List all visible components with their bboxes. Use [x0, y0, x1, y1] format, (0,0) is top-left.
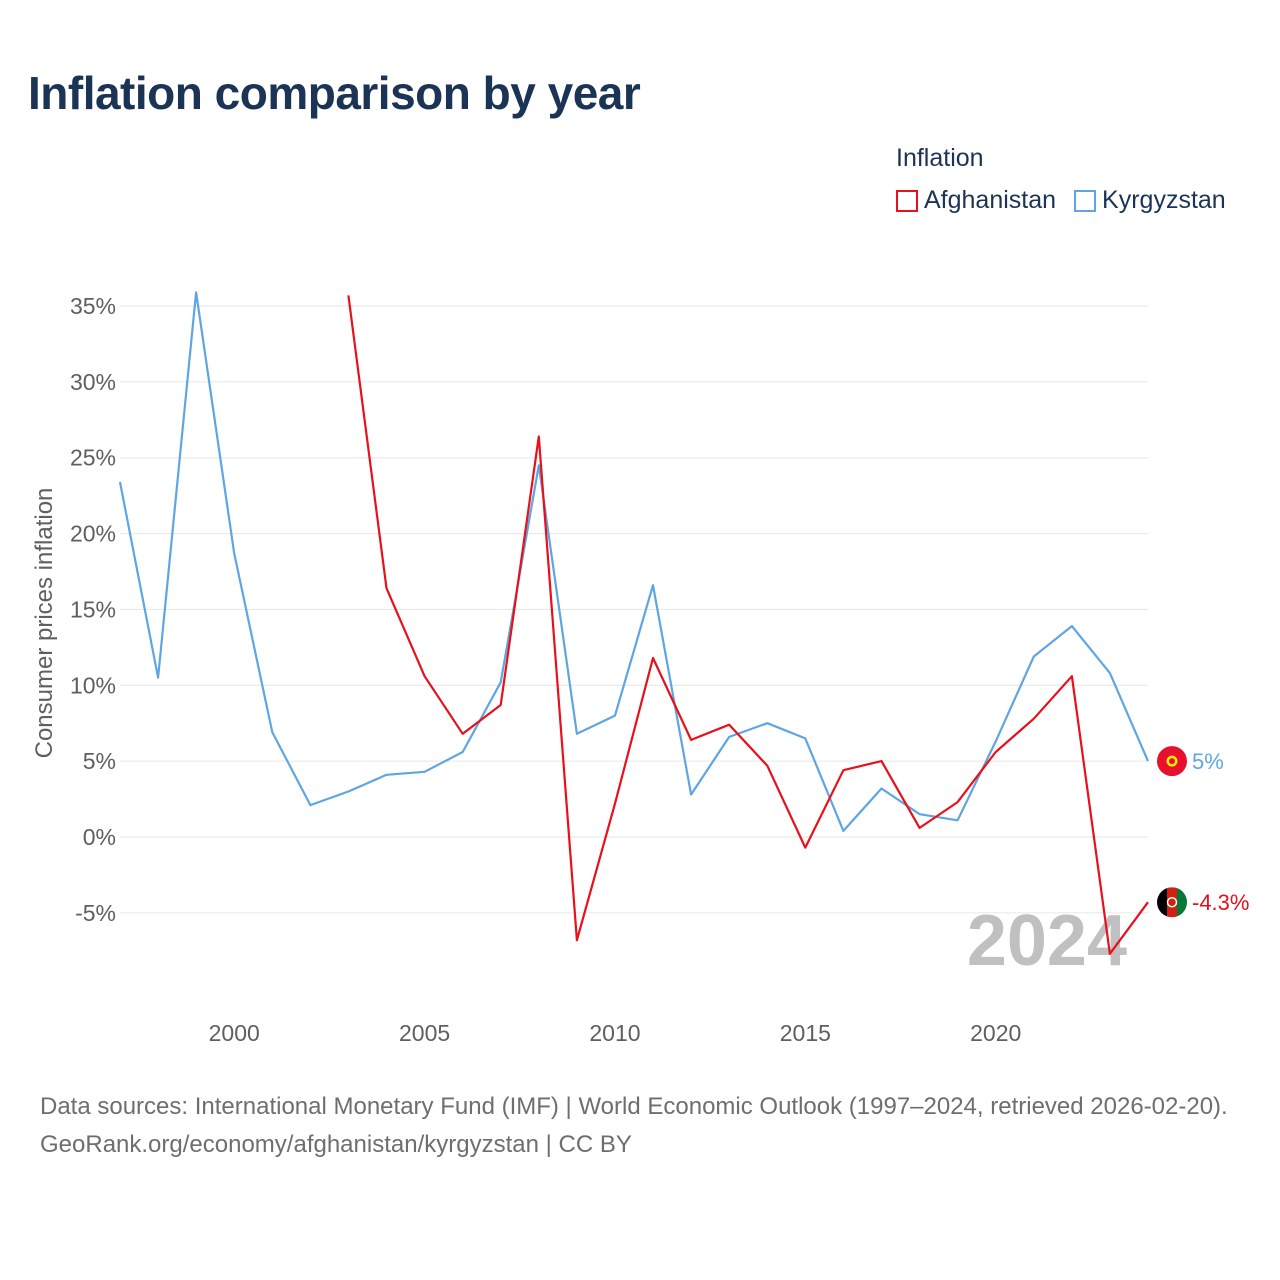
legend-title: Inflation [896, 144, 984, 172]
data-point-kyrgyzstan[interactable] [1144, 757, 1152, 765]
data-point-afghanistan[interactable] [1030, 715, 1038, 723]
gridlines [120, 305, 1148, 914]
data-point-kyrgyzstan[interactable] [1068, 622, 1076, 630]
data-point-kyrgyzstan[interactable] [725, 733, 733, 741]
legend-item-afghanistan[interactable]: Afghanistan [896, 186, 1056, 215]
y-tick-label: -5% [75, 900, 116, 926]
y-tick-label: 35% [70, 293, 116, 319]
data-point-kyrgyzstan[interactable] [573, 730, 581, 738]
y-tick-label: 5% [83, 748, 116, 774]
data-point-afghanistan[interactable] [611, 800, 619, 808]
legend-item-kyrgyzstan[interactable]: Kyrgyzstan [1074, 186, 1226, 215]
x-axis-ticks: 2000 2005 2010 2015 2020 [209, 1020, 1022, 1046]
data-point-kyrgyzstan[interactable] [421, 768, 429, 776]
y-tick-label: 0% [83, 824, 116, 850]
data-point-afghanistan[interactable] [459, 730, 467, 738]
data-point-kyrgyzstan[interactable] [1030, 652, 1038, 660]
data-point-kyrgyzstan[interactable] [877, 784, 885, 792]
data-point-kyrgyzstan[interactable] [268, 728, 276, 736]
data-point-kyrgyzstan[interactable] [687, 791, 695, 799]
data-point-kyrgyzstan[interactable] [649, 581, 657, 589]
series-line-afghanistan[interactable] [347, 295, 1149, 955]
data-point-kyrgyzstan[interactable] [459, 748, 467, 756]
data-point-kyrgyzstan[interactable] [192, 288, 200, 296]
data-point-afghanistan[interactable] [573, 936, 581, 944]
data-point-afghanistan[interactable] [992, 748, 1000, 756]
chart-title: Inflation comparison by year [28, 67, 641, 119]
legend-label-afghanistan: Afghanistan [924, 186, 1057, 214]
x-tick-label: 2010 [589, 1020, 640, 1046]
data-point-kyrgyzstan[interactable] [763, 719, 771, 727]
data-point-afghanistan[interactable] [916, 824, 924, 832]
data-point-kyrgyzstan[interactable] [801, 734, 809, 742]
x-tick-label: 2020 [970, 1020, 1021, 1046]
data-point-afghanistan[interactable] [801, 844, 809, 852]
y-tick-label: 15% [70, 596, 116, 622]
data-point-kyrgyzstan[interactable] [839, 827, 847, 835]
data-point-kyrgyzstan[interactable] [230, 549, 238, 557]
legend-swatch-kyrgyzstan [1074, 189, 1097, 212]
footer: Data sources: International Monetary Fun… [40, 1088, 1250, 1164]
series-lines [116, 288, 1152, 958]
data-point-afghanistan[interactable] [497, 701, 505, 709]
data-point-kyrgyzstan[interactable] [916, 810, 924, 818]
data-point-afghanistan[interactable] [877, 757, 885, 765]
x-tick-label: 2015 [780, 1020, 831, 1046]
line-chart: -5%0%5%10%15%20%25%30%35% 2000 2005 2010 20… [31, 288, 1249, 1046]
legend-swatch-afghanistan [896, 189, 918, 212]
data-point-afghanistan[interactable] [383, 584, 391, 592]
y-tick-label: 30% [70, 369, 116, 395]
data-point-afghanistan[interactable] [725, 721, 733, 729]
data-point-kyrgyzstan[interactable] [306, 801, 314, 809]
y-axis-label: Consumer prices inflation [31, 488, 58, 759]
data-point-kyrgyzstan[interactable] [1106, 669, 1114, 677]
y-tick-label: 10% [70, 672, 116, 698]
x-tick-label: 2005 [399, 1020, 450, 1046]
y-tick-label: 20% [70, 521, 116, 547]
x-tick-label: 2000 [209, 1020, 260, 1046]
data-point-kyrgyzstan[interactable] [344, 787, 352, 795]
credit-link[interactable]: GeoRank.org/economy/afghanistan/kyrgyzst… [40, 1131, 632, 1158]
data-point-afghanistan[interactable] [1068, 672, 1076, 680]
end-label-afghanistan: -4.3% [1192, 890, 1249, 915]
data-point-afghanistan[interactable] [954, 798, 962, 806]
afghanistan-flag-icon [1157, 887, 1187, 918]
data-point-afghanistan[interactable] [344, 291, 352, 299]
series-line-kyrgyzstan[interactable] [118, 291, 1150, 832]
data-point-afghanistan[interactable] [687, 736, 695, 744]
current-year-watermark: 2024 [967, 901, 1127, 981]
legend-label-kyrgyzstan: Kyrgyzstan [1102, 186, 1226, 214]
series-end-labels: -4.3% 5% [1157, 746, 1249, 918]
data-point-kyrgyzstan[interactable] [954, 816, 962, 824]
y-axis-ticks: -5% 0% 5% 10% 15% 20% 25% 30% 35% [70, 293, 116, 926]
data-point-kyrgyzstan[interactable] [611, 712, 619, 720]
y-tick-label: 25% [70, 445, 116, 471]
data-point-afghanistan[interactable] [421, 672, 429, 680]
data-point-kyrgyzstan[interactable] [154, 674, 162, 682]
data-point-afghanistan[interactable] [535, 432, 543, 440]
data-point-afghanistan[interactable] [649, 654, 657, 662]
data-point-kyrgyzstan[interactable] [992, 737, 1000, 745]
data-point-kyrgyzstan[interactable] [116, 478, 124, 486]
data-point-afghanistan[interactable] [839, 766, 847, 774]
legend: Afghanistan Kyrgyzstan [896, 186, 1244, 215]
data-point-afghanistan[interactable] [1144, 898, 1152, 906]
end-label-kyrgyzstan: 5% [1192, 749, 1224, 774]
data-point-afghanistan[interactable] [763, 762, 771, 770]
data-point-kyrgyzstan[interactable] [383, 771, 391, 779]
kyrgyzstan-flag-icon [1157, 746, 1187, 777]
data-point-afghanistan[interactable] [1106, 950, 1114, 958]
data-source-text: Data sources: International Monetary Fun… [40, 1093, 1228, 1120]
